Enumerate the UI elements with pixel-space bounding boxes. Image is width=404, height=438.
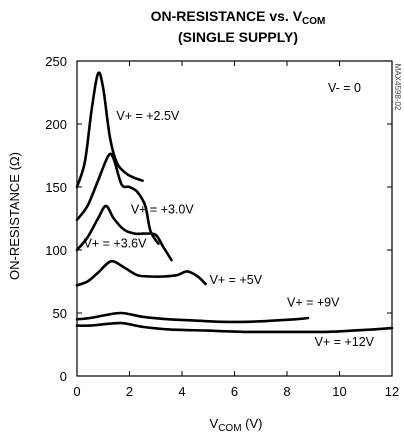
series-label-v-9: V+ = +9V — [287, 296, 340, 310]
supply-annotation: V- = 0 — [328, 81, 361, 95]
series-label-v-5: V+ = +5V — [210, 273, 263, 287]
chart-title-sub: COM — [302, 16, 325, 27]
y-tick-label: 250 — [45, 54, 67, 69]
y-tick-label: 150 — [45, 180, 67, 195]
series-line-v-5 — [75, 259, 207, 287]
y-tick-label: 50 — [53, 306, 67, 321]
y-tick-label: 200 — [45, 117, 67, 132]
y-tick-label: 100 — [45, 243, 67, 258]
axis-ticks: 0 2 4 6 8 10 12 0 50 100 150 200 250 — [45, 54, 399, 399]
x-tick-label: 10 — [332, 384, 346, 399]
x-tick-label: 2 — [126, 384, 133, 399]
x-tick-label: 8 — [283, 384, 290, 399]
series-labels: V+ = +2.5V V+ = +3.0V V+ = +3.6V V+ = +5V V+… — [84, 109, 375, 349]
series-label-v-3-0: V+ = +3.0V — [131, 202, 195, 216]
x-tick-label: 12 — [385, 384, 399, 399]
x-tick-label: 0 — [73, 384, 80, 399]
x-axis-label-sub: COM — [218, 423, 241, 434]
series-line-v-9 — [75, 311, 310, 324]
part-watermark: MAX4598-02 — [393, 64, 402, 111]
series-line-v-3-0 — [75, 152, 160, 245]
x-tick-label: 6 — [231, 384, 238, 399]
series-line-v-12 — [75, 321, 394, 334]
series-label-v-2-5: V+ = +2.5V — [116, 109, 180, 123]
x-axis-label-main: V — [210, 416, 219, 431]
y-axis-label: ON-RESISTANCE (Ω) — [7, 152, 22, 280]
series-label-v-3-6: V+ = +3.6V — [84, 236, 148, 250]
series-curves — [75, 71, 394, 334]
x-axis-label: VCOM (V) — [210, 416, 263, 434]
series-line-v-3-6 — [75, 204, 173, 262]
chart-title-main: ON-RESISTANCE vs. V — [151, 8, 303, 24]
x-tick-label: 4 — [178, 384, 185, 399]
y-tick-label: 0 — [60, 369, 67, 384]
chart-title-line2: (SINGLE SUPPLY) — [178, 29, 298, 45]
x-axis-label-unit: (V) — [242, 416, 263, 431]
series-line-v-2-5 — [75, 71, 144, 189]
series-label-v-12: V+ = +12V — [315, 335, 375, 349]
chart-title-line1: ON-RESISTANCE vs. VCOM — [151, 8, 326, 27]
